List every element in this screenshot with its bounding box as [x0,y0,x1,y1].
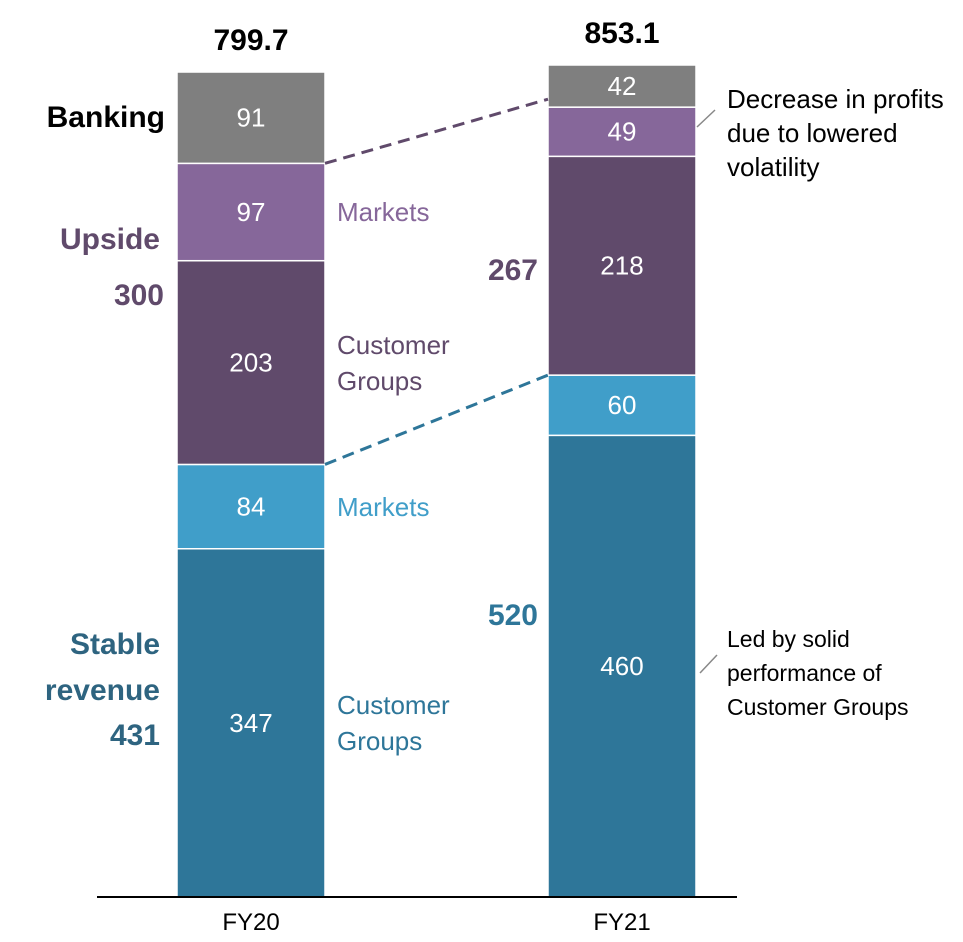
annotation: Led by solid performance of Customer Gro… [727,626,909,720]
data-label: 60 [608,390,637,420]
annotation-tick [699,654,718,674]
connector [324,373,549,466]
bar-segment [547,374,697,437]
data-label: 42 [608,71,637,101]
data-label: 97 [237,197,266,227]
group-label: Upside [59,223,160,256]
total-label: 853.1 [584,17,659,50]
x-tick-label: FY21 [593,909,650,936]
bar-segment [176,71,326,165]
series-label: Customer Groups [337,329,450,396]
bar-segment [547,106,697,158]
connector [324,97,549,165]
series-label: Banking [46,100,165,134]
annotation: Decrease in profits due to lowered volat… [727,84,944,182]
bar-segment [547,64,697,108]
data-label: 218 [600,251,643,281]
bar-segment [176,259,326,466]
series-label: Markets [337,491,430,522]
bar-segment [176,547,326,898]
series-label: Customer Groups [337,689,450,756]
data-label: 84 [237,492,266,522]
group-total: 300 [113,279,164,312]
group-total: 431 [109,719,160,752]
bar-segment [176,162,326,262]
data-label: 460 [600,651,643,681]
group-label: Stable revenue [44,628,160,707]
bar-segment [547,155,697,376]
data-label: 203 [229,348,272,378]
group-total: 520 [487,599,538,632]
total-label: 799.7 [213,24,288,57]
annotation-tick [696,109,716,128]
data-label: 347 [229,708,272,738]
x-tick-label: FY20 [222,909,279,936]
data-label: 49 [608,117,637,147]
group-total: 267 [487,254,538,287]
series-label: Markets [337,197,430,228]
data-label: 91 [237,103,266,133]
